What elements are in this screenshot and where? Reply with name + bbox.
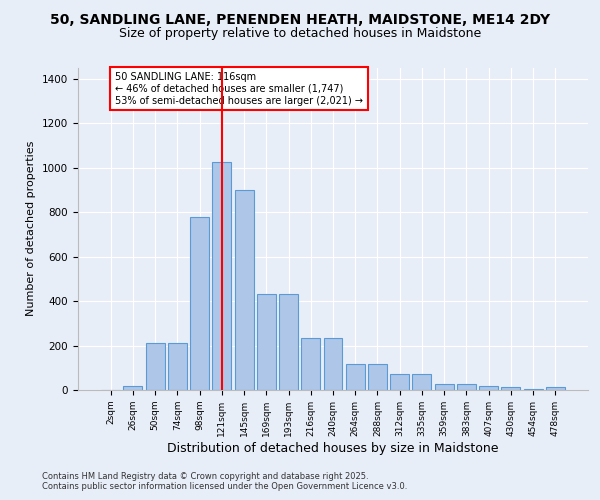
Bar — [146, 344, 164, 390]
Bar — [502, 386, 520, 390]
Bar — [412, 374, 431, 390]
Bar — [546, 386, 565, 390]
Bar — [212, 162, 231, 390]
Bar — [524, 389, 542, 390]
Bar — [190, 216, 209, 390]
Text: 50, SANDLING LANE, PENENDEN HEATH, MAIDSTONE, ME14 2DY: 50, SANDLING LANE, PENENDEN HEATH, MAIDS… — [50, 12, 550, 26]
Text: Contains public sector information licensed under the Open Government Licence v3: Contains public sector information licen… — [42, 482, 407, 491]
Text: Size of property relative to detached houses in Maidstone: Size of property relative to detached ho… — [119, 28, 481, 40]
Bar — [479, 386, 498, 390]
Text: 50 SANDLING LANE: 116sqm
← 46% of detached houses are smaller (1,747)
53% of sem: 50 SANDLING LANE: 116sqm ← 46% of detach… — [115, 72, 363, 106]
Bar — [323, 338, 343, 390]
Bar — [235, 190, 254, 390]
Bar — [390, 374, 409, 390]
Bar — [168, 344, 187, 390]
Bar — [435, 384, 454, 390]
Bar — [257, 294, 276, 390]
Bar — [301, 338, 320, 390]
Bar — [124, 386, 142, 390]
Bar — [457, 384, 476, 390]
Bar — [368, 364, 387, 390]
Bar — [279, 294, 298, 390]
X-axis label: Distribution of detached houses by size in Maidstone: Distribution of detached houses by size … — [167, 442, 499, 454]
Bar — [346, 364, 365, 390]
Y-axis label: Number of detached properties: Number of detached properties — [26, 141, 37, 316]
Text: Contains HM Land Registry data © Crown copyright and database right 2025.: Contains HM Land Registry data © Crown c… — [42, 472, 368, 481]
